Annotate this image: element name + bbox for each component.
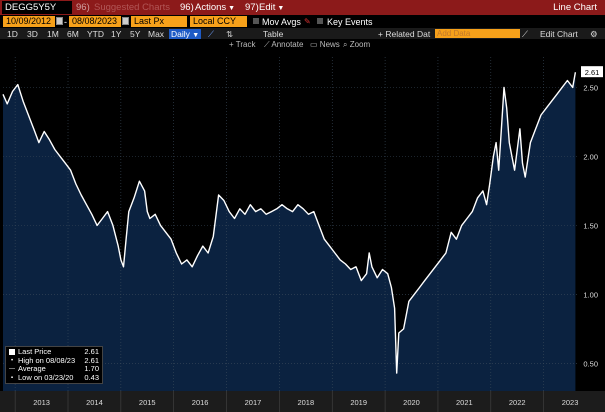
x-tick-label: 2020 — [403, 398, 420, 407]
legend-value: 2.61 — [84, 347, 99, 356]
zoom-tool[interactable]: ⌕ Zoom — [343, 40, 370, 50]
actions-button[interactable]: Actions ▼ — [195, 2, 235, 13]
last-value-label: 2.61 — [585, 68, 600, 77]
period-1d[interactable]: 1D — [7, 29, 18, 39]
x-axis-bar — [0, 391, 605, 412]
suggested-charts-button[interactable]: Suggested Charts — [94, 2, 171, 13]
x-tick-label: 2013 — [33, 398, 50, 407]
annotate-tool[interactable]: ⟋ Annotate — [264, 40, 303, 50]
header-bar: DEGG5Y5Y Index 96) Suggested Charts 96) … — [0, 0, 605, 26]
annotate-label: Annotate — [271, 40, 304, 49]
legend-label: Last Price — [18, 347, 52, 356]
track-label: Track — [235, 40, 256, 49]
last-price-swatch — [9, 349, 15, 356]
y-tick-label: 1.50 — [583, 221, 598, 230]
related-data-button[interactable]: + Related Dat — [378, 29, 431, 39]
frequency-label: Daily — [171, 29, 190, 39]
add-data-input[interactable]: Add Data — [435, 29, 520, 38]
y-tick-label: 2.00 — [583, 152, 598, 161]
legend-value: 0.43 — [84, 372, 99, 382]
table-button[interactable]: Table — [263, 29, 284, 39]
crosshair-icon: + — [229, 40, 234, 49]
legend-row-low: ▪ Low on 03/23/20 0.43 — [9, 372, 99, 383]
actions-label: Actions — [195, 2, 227, 13]
end-date-field[interactable]: 08/08/2023 — [69, 16, 121, 27]
chevron-down-icon: ▼ — [192, 32, 200, 39]
calendar-icon[interactable] — [122, 17, 129, 25]
date-separator: - — [64, 17, 67, 27]
high-marker-icon: • — [10, 357, 14, 364]
edit-button[interactable]: Edit ▼ — [259, 2, 284, 13]
period-ytd[interactable]: YTD — [87, 29, 104, 39]
checkbox-icon[interactable] — [253, 18, 259, 24]
y-tick-label: 1.00 — [583, 290, 598, 299]
legend-label: Low on 03/23/20 — [18, 372, 74, 382]
period-1m[interactable]: 1M — [47, 29, 59, 39]
x-tick-label: 2022 — [509, 398, 526, 407]
news-label: News — [319, 40, 340, 49]
chart-type-title: Line Chart — [553, 2, 597, 13]
x-tick-label: 2017 — [245, 398, 262, 407]
chart-settings-icon[interactable]: ⟋ — [522, 29, 528, 39]
legend-value: 2.61 — [84, 355, 99, 365]
date-bar: 10/09/2012 - 08/08/2023 Last Px Local CC… — [0, 15, 605, 28]
legend-label: High on 08/08/23 — [18, 355, 76, 365]
mov-avgs-label[interactable]: Mov Avgs — [262, 17, 301, 27]
x-tick-label: 2018 — [297, 398, 314, 407]
track-tool[interactable]: + Track — [229, 40, 255, 49]
suggested-prefix: 96) — [76, 2, 90, 13]
actions-prefix: 96) — [180, 2, 194, 13]
x-tick-label: 2019 — [350, 398, 367, 407]
start-date-field[interactable]: 10/09/2012 — [3, 16, 55, 27]
x-tick-label: 2014 — [86, 398, 103, 407]
x-tick-label: 2021 — [456, 398, 473, 407]
legend: Last Price 2.61 • High on 08/08/23 2.61 —… — [5, 346, 103, 384]
legend-row-high: • High on 08/08/23 2.61 — [9, 355, 99, 366]
last-value-tag — [581, 66, 603, 78]
ticker-field[interactable]: DEGG5Y5Y Index — [2, 1, 72, 26]
legend-row-average: — Average 1.70 — [9, 364, 99, 374]
news-tool[interactable]: ▭ News — [310, 40, 340, 49]
x-tick-label: 2016 — [192, 398, 209, 407]
frequency-select[interactable]: Daily ▼ — [169, 29, 202, 39]
legend-value: 1.70 — [84, 364, 99, 373]
x-tick-label: 2023 — [562, 398, 579, 407]
zoom-icon: ⌕ — [343, 40, 348, 49]
legend-label: Average — [18, 364, 46, 373]
line-style-icon[interactable]: ⟋ — [208, 29, 214, 39]
news-icon: ▭ — [310, 40, 318, 49]
y-tick-label: 2.50 — [583, 83, 598, 92]
chevron-down-icon: ▼ — [228, 5, 236, 12]
period-6m[interactable]: 6M — [67, 29, 79, 39]
tools-bar: + Track ⟋ Annotate ▭ News ⌕ Zoom — [0, 39, 605, 51]
y-tick-label: 0.50 — [583, 359, 598, 368]
period-3d[interactable]: 3D — [27, 29, 38, 39]
period-1y[interactable]: 1Y — [111, 29, 122, 39]
edit-chart-button[interactable]: Edit Chart — [540, 29, 578, 39]
low-marker-icon: ▪ — [10, 374, 14, 381]
series-area — [3, 72, 576, 391]
field-select[interactable]: Last Px — [131, 16, 187, 27]
currency-select[interactable]: Local CCY — [190, 16, 247, 27]
edit-prefix: 97) — [245, 2, 259, 13]
period-5y[interactable]: 5Y — [130, 29, 141, 39]
chevron-down-icon: ▼ — [277, 5, 285, 12]
annotate-icon: ⟋ — [264, 40, 270, 49]
period-max[interactable]: Max — [148, 29, 165, 39]
average-line-icon: — — [9, 366, 15, 372]
checkbox-icon[interactable] — [317, 18, 323, 24]
gear-icon[interactable]: ⚙ — [590, 29, 598, 39]
calendar-icon[interactable] — [56, 17, 63, 25]
pencil-icon[interactable]: ✎ — [304, 17, 311, 26]
zoom-label: Zoom — [349, 40, 371, 49]
bar-style-icon[interactable]: ⇅ — [226, 29, 234, 39]
x-tick-label: 2015 — [139, 398, 156, 407]
key-events-label[interactable]: Key Events — [327, 17, 373, 27]
series-line — [2, 72, 577, 374]
edit-label: Edit — [259, 2, 276, 13]
period-bar: 1D 3D 1M 6M YTD 1Y 5Y Max Daily ▼ ⟋ ⇅ Ta… — [0, 28, 605, 39]
legend-row-last: Last Price 2.61 — [9, 347, 99, 357]
